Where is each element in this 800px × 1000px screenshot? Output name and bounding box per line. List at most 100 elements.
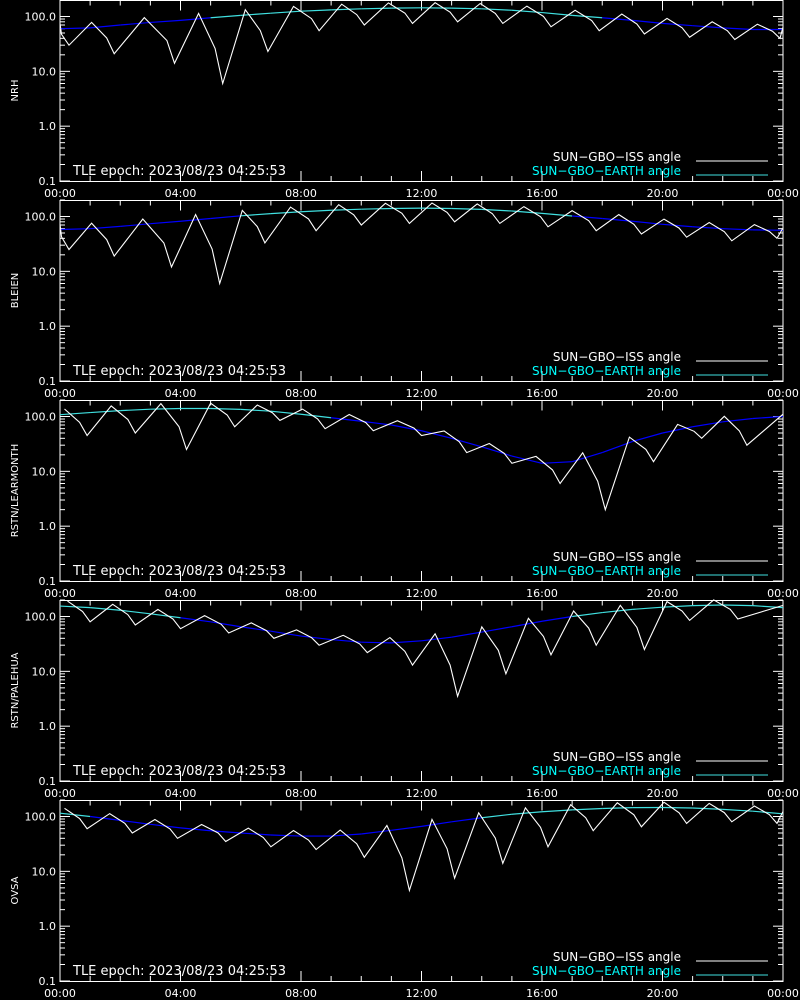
legend-iss-label: SUN−GBO−ISS angle: [553, 750, 681, 764]
earth-angle-segment: [602, 217, 633, 222]
iss-angle-line: [64, 402, 784, 512]
earth-angle-segment: [662, 223, 693, 228]
y-tick-label: 0.1: [39, 975, 57, 988]
earth-angle-segment: [210, 407, 241, 410]
y-tick-label: 100.0: [25, 411, 57, 424]
earth-angle-segment: [692, 25, 723, 29]
chart-panel: 100.010.01.00.100:00 04:00 08:00 12:00 16:00…: [10, 599, 799, 800]
iss-angle-line: [67, 599, 784, 699]
x-tick-label: 04:00: [165, 187, 197, 200]
tle-epoch-text: TLE epoch: 2023/08/23 04:25:53: [72, 764, 286, 779]
legend-iss-label: SUN−GBO−ISS angle: [553, 550, 681, 564]
earth-angle-segment: [210, 621, 241, 628]
earth-angle-segment: [391, 825, 422, 831]
earth-angle-segment: [120, 223, 151, 227]
x-tick-label: 04:00: [165, 987, 197, 1000]
x-tick-label: 16:00: [526, 987, 558, 1000]
chart-panel: 100.010.01.00.100:00 04:00 08:00 12:00 16:00…: [10, 799, 799, 1000]
earth-angle-segment: [391, 424, 422, 432]
earth-angle-segment: [572, 215, 603, 220]
earth-angle-segment: [361, 7, 392, 10]
earth-angle-segment: [120, 609, 151, 615]
y-tick-label: 1.0: [39, 320, 57, 333]
earth-angle-segment: [722, 27, 753, 31]
y-tick-label: 100.0: [25, 11, 57, 24]
earth-angle-segment: [210, 14, 241, 19]
earth-angle-segment: [270, 10, 302, 14]
earth-angle-segment: [300, 413, 332, 419]
x-tick-label: 04:00: [165, 387, 197, 400]
y-tick-label: 10.0: [32, 65, 57, 78]
x-tick-label: 08:00: [285, 187, 317, 200]
earth-angle-segment: [481, 446, 513, 457]
x-tick-label: 04:00: [165, 587, 197, 600]
earth-angle-segment: [722, 604, 753, 607]
earth-angle-segment: [692, 226, 723, 230]
earth-angle-segment: [602, 807, 633, 810]
earth-angle-segment: [180, 217, 211, 222]
earth-angle-segment: [451, 7, 482, 10]
y-tick-label: 1.0: [39, 920, 57, 933]
earth-angle-segment: [240, 408, 271, 412]
earth-angle-segment: [451, 207, 482, 210]
y-tick-label: 10.0: [32, 265, 57, 278]
earth-angle-segment: [391, 640, 422, 644]
earth-angle-segment: [632, 606, 663, 610]
earth-angle-segment: [90, 410, 121, 414]
x-tick-label: 20:00: [647, 187, 679, 200]
legend-earth-label: SUN−GBO−EARTH angle: [532, 964, 681, 978]
earth-angle-segment: [120, 408, 151, 412]
earth-angle-segment: [481, 813, 512, 819]
y-tick-label: 0.1: [39, 575, 57, 588]
earth-angle-segment: [662, 605, 693, 608]
y-axis-label: RSTN/PALEHUA: [10, 652, 21, 728]
earth-angle-segment: [541, 461, 573, 464]
y-tick-label: 100.0: [25, 811, 57, 824]
x-tick-label: 12:00: [406, 987, 438, 1000]
earth-angle-segment: [511, 811, 543, 815]
x-tick-label: 00:00: [44, 787, 76, 800]
y-axis-label: NRH: [10, 80, 21, 102]
x-tick-label: 00:00: [44, 387, 76, 400]
x-tick-label: 00:00: [44, 587, 76, 600]
x-tick-label: 08:00: [285, 587, 317, 600]
y-tick-label: 0.1: [39, 175, 57, 188]
x-tick-label: 00:00: [767, 187, 799, 200]
chart-panel: 100.010.01.00.100:00 04:00 08:00 12:00 16:00…: [10, 399, 799, 600]
y-tick-label: 10.0: [32, 665, 57, 678]
earth-angle-segment: [240, 212, 271, 217]
x-tick-label: 16:00: [526, 387, 558, 400]
x-tick-label: 00:00: [767, 387, 799, 400]
earth-angle-segment: [90, 607, 121, 611]
y-tick-label: 100.0: [25, 611, 57, 624]
iss-angle-line: [59, 2, 784, 86]
y-tick-label: 0.1: [39, 375, 57, 388]
earth-angle-segment: [240, 12, 271, 16]
y-tick-label: 1.0: [39, 120, 57, 133]
x-tick-label: 20:00: [647, 987, 679, 1000]
y-tick-label: 1.0: [39, 720, 57, 733]
iss-angle-line: [64, 801, 784, 893]
y-axis-label: BLEIEN: [10, 273, 21, 309]
earth-angle-segment: [451, 631, 482, 638]
y-tick-label: 10.0: [32, 465, 57, 478]
earth-angle-segment: [361, 829, 392, 835]
x-tick-label: 00:00: [767, 587, 799, 600]
earth-angle-segment: [541, 615, 573, 622]
y-tick-label: 10.0: [32, 865, 57, 878]
earth-angle-segment: [602, 17, 633, 21]
earth-angle-segment: [59, 228, 91, 231]
earth-angle-segment: [572, 14, 603, 19]
legend-earth-label: SUN−GBO−EARTH angle: [532, 364, 681, 378]
legend-iss-label: SUN−GBO−ISS angle: [553, 350, 681, 364]
legend-iss-label: SUN−GBO−ISS angle: [553, 950, 681, 964]
earth-angle-segment: [240, 832, 271, 836]
earth-angle-segment: [511, 620, 543, 628]
chart-panel: 100.010.01.00.100:00 04:00 08:00 12:00 16:00…: [10, 199, 799, 400]
earth-angle-segment: [572, 611, 603, 618]
earth-angle-segment: [632, 432, 663, 443]
earth-angle-segment: [150, 19, 181, 24]
legend-iss-label: SUN−GBO−ISS angle: [553, 150, 681, 164]
y-axis-label: RSTN/LEARMONTH: [10, 444, 21, 538]
x-tick-label: 08:00: [285, 987, 317, 1000]
